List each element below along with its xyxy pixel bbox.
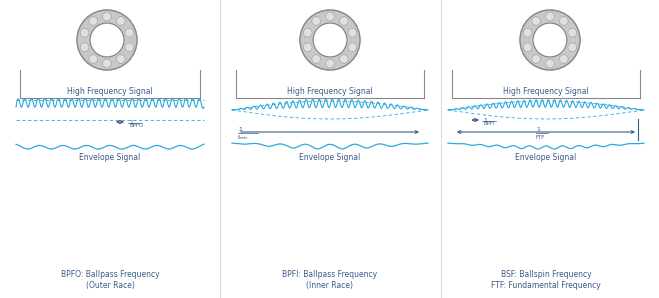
Circle shape <box>532 55 540 63</box>
Circle shape <box>77 10 137 70</box>
Circle shape <box>348 43 357 52</box>
Circle shape <box>116 55 125 63</box>
Circle shape <box>532 16 540 26</box>
Circle shape <box>520 10 580 70</box>
Circle shape <box>103 12 111 21</box>
Circle shape <box>312 55 321 63</box>
Circle shape <box>348 28 357 37</box>
Circle shape <box>300 10 360 70</box>
Circle shape <box>116 16 125 26</box>
Text: BPFO: BPFO <box>129 123 143 128</box>
Circle shape <box>313 23 347 57</box>
Circle shape <box>312 16 321 26</box>
Circle shape <box>533 23 567 57</box>
Text: High Frequency Signal: High Frequency Signal <box>67 87 153 96</box>
Text: High Frequency Signal: High Frequency Signal <box>503 87 589 96</box>
Circle shape <box>326 59 335 68</box>
Circle shape <box>90 23 124 57</box>
Text: Envelope Signal: Envelope Signal <box>515 153 577 162</box>
Text: High Frequency Signal: High Frequency Signal <box>287 87 373 96</box>
Circle shape <box>89 55 98 63</box>
Text: 1: 1 <box>238 127 242 132</box>
Circle shape <box>568 43 577 52</box>
Circle shape <box>523 43 532 52</box>
Circle shape <box>326 12 335 21</box>
Circle shape <box>546 59 554 68</box>
Circle shape <box>125 28 134 37</box>
Text: Envelope Signal: Envelope Signal <box>79 153 140 162</box>
Circle shape <box>546 12 554 21</box>
Text: BPFO: Ballpass Frequency
(Outer Race): BPFO: Ballpass Frequency (Outer Race) <box>61 270 159 290</box>
Circle shape <box>303 43 312 52</box>
Circle shape <box>559 55 568 63</box>
Circle shape <box>80 43 89 52</box>
Circle shape <box>523 28 532 37</box>
Text: 1: 1 <box>536 127 540 132</box>
Text: BPFI: Ballpass Frequency
(Inner Race): BPFI: Ballpass Frequency (Inner Race) <box>283 270 378 290</box>
Circle shape <box>339 55 349 63</box>
Text: BSF: Ballspin Frequency
FTF: Fundamental Frequency: BSF: Ballspin Frequency FTF: Fundamental… <box>491 270 601 290</box>
Circle shape <box>89 16 98 26</box>
Text: BPFI: BPFI <box>483 121 495 126</box>
Circle shape <box>339 16 349 26</box>
Text: FTF: FTF <box>536 135 546 140</box>
Circle shape <box>80 28 89 37</box>
Text: Envelope Signal: Envelope Signal <box>299 153 360 162</box>
Text: 1: 1 <box>483 117 487 122</box>
Circle shape <box>303 28 312 37</box>
Circle shape <box>125 43 134 52</box>
Circle shape <box>559 16 568 26</box>
Circle shape <box>103 59 111 68</box>
Text: 1: 1 <box>129 119 133 125</box>
Text: fᵢₙₙₕᵣ: fᵢₙₙₕᵣ <box>238 135 248 140</box>
Circle shape <box>568 28 577 37</box>
